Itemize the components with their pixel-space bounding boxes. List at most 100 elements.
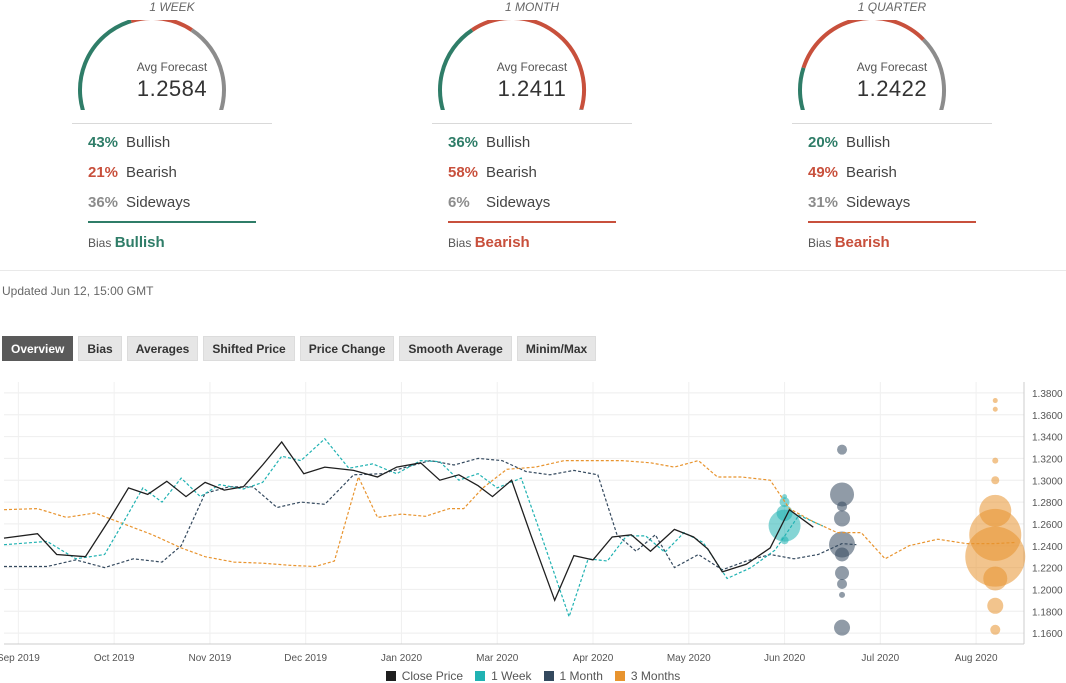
gauge-sideways-arc <box>579 108 584 110</box>
bearish-label: Bearish <box>126 164 177 181</box>
tab-averages[interactable]: Averages <box>126 336 199 361</box>
y-tick-label: 1.2400 <box>1032 542 1063 553</box>
bullish-pct: 43% <box>88 134 119 151</box>
forecast-bubble-1-month[interactable] <box>839 591 846 598</box>
series-line-1-month[interactable] <box>4 457 857 571</box>
legend-swatch <box>385 671 396 681</box>
tab-minim-max[interactable]: Minim/Max <box>516 336 597 361</box>
series-line-close-price[interactable] <box>3 440 814 603</box>
forecast-bubble-3-months[interactable] <box>992 398 998 404</box>
bias-row: Bias Bullish <box>88 234 165 251</box>
forecast-bubble-1-month[interactable] <box>830 482 855 507</box>
forecast-bubble-1-month[interactable] <box>835 547 850 562</box>
sentiment-gauge <box>438 20 586 110</box>
tab-overview[interactable]: Overview <box>2 336 74 361</box>
y-tick-label: 1.3000 <box>1032 476 1063 487</box>
forecast-bubble-1-month[interactable] <box>837 444 848 455</box>
bias-value: Bullish <box>114 234 165 251</box>
bullish-stat: 43% Bullish <box>88 134 170 151</box>
x-tick-label: Mar 2020 <box>476 653 519 664</box>
bullish-stat: 20% Bullish <box>808 134 890 151</box>
forecast-bubble-1-month[interactable] <box>834 619 851 636</box>
legend-label: 3 Months <box>630 669 681 683</box>
forecast-bubble-3-months[interactable] <box>990 624 1001 635</box>
bias-label: Bias <box>448 236 472 250</box>
bullish-stat: 36% Bullish <box>448 134 530 151</box>
forecast-bubble-3-months[interactable] <box>992 406 998 412</box>
gauge-bearish-arc <box>471 20 586 110</box>
gauge-bearish-arc <box>801 20 925 69</box>
x-tick-label: Oct 2019 <box>94 653 135 664</box>
panel-title: 1 WEEK <box>149 0 195 14</box>
bullish-label: Bullish <box>486 134 531 151</box>
forecast-bubble-1-month[interactable] <box>835 566 850 581</box>
bearish-pct: 49% <box>808 164 839 181</box>
bullish-label: Bullish <box>126 134 171 151</box>
tab-smooth-average[interactable]: Smooth Average <box>399 336 512 361</box>
legend-1-week[interactable]: 1 Week <box>475 669 532 683</box>
bias-label: Bias <box>88 236 112 250</box>
y-tick-label: 1.2800 <box>1032 498 1063 509</box>
forecast-bubble-1-month[interactable] <box>837 578 848 589</box>
forecast-bubble-1-week[interactable] <box>768 509 801 542</box>
sentiment-gauge <box>798 20 946 110</box>
divider <box>792 123 992 124</box>
y-tick-label: 1.3600 <box>1032 411 1063 422</box>
series-line-1-week[interactable] <box>3 437 824 619</box>
forecast-bubble-1-week[interactable] <box>776 505 793 521</box>
tab-price-change[interactable]: Price Change <box>299 336 395 361</box>
x-tick-label: Jul 2020 <box>861 653 899 664</box>
x-tick-label: Nov 2019 <box>189 653 232 664</box>
x-tick-label: Apr 2020 <box>573 653 614 664</box>
tab-shifted-price[interactable]: Shifted Price <box>203 336 295 361</box>
bearish-label: Bearish <box>846 164 897 181</box>
forecast-chart: 1.1600 1.1800 1.2000 1.2200 1.2400 1.2600 1.28… <box>0 382 1063 664</box>
bearish-stat: 49% Bearish <box>808 164 897 181</box>
y-tick-label: 1.1800 <box>1032 607 1063 618</box>
gauge-bearish-arc <box>130 20 193 32</box>
legend-3-months[interactable]: 3 Months <box>614 669 681 683</box>
sideways-label: Sideways <box>486 194 551 211</box>
series-line-3-months[interactable] <box>3 459 1015 568</box>
gauge-bullish-arc <box>438 28 474 110</box>
sideways-stat: 31% Sideways <box>808 194 910 211</box>
x-tick-label: Aug 2020 <box>955 653 998 664</box>
bearish-stat: 58% Bearish <box>448 164 537 181</box>
legend-close-price[interactable]: Close Price <box>385 669 464 683</box>
bias-row: Bias Bearish <box>448 234 530 251</box>
x-tick-label: May 2020 <box>667 653 711 664</box>
forecast-bubble-1-week[interactable] <box>782 494 788 500</box>
gauge-bullish-arc <box>78 20 132 110</box>
forecast-bubble-3-months[interactable] <box>983 566 1008 591</box>
forecast-bubble-3-months[interactable] <box>992 457 999 464</box>
updated-timestamp: Updated Jun 12, 15:00 GMT <box>2 284 154 298</box>
gauge-sideways-arc <box>922 38 946 110</box>
tab-bias[interactable]: Bias <box>78 336 122 361</box>
forecast-bubble-3-months[interactable] <box>987 597 1004 614</box>
sideways-label: Sideways <box>846 194 911 211</box>
legend-label: 1 Week <box>491 669 532 683</box>
x-tick-label: Jun 2020 <box>764 653 806 664</box>
bearish-label: Bearish <box>486 164 537 181</box>
bearish-pct: 58% <box>448 164 479 181</box>
legend-label: Close Price <box>401 669 464 683</box>
bullish-label: Bullish <box>846 134 891 151</box>
bias-value: Bearish <box>834 234 890 251</box>
avg-forecast-label: Avg Forecast <box>496 60 568 74</box>
panel-title: 1 MONTH <box>505 0 559 14</box>
forecast-bubble-1-month[interactable] <box>834 510 851 527</box>
forecast-bubble-1-month[interactable] <box>837 501 848 512</box>
forecast-bubble-1-month[interactable] <box>829 531 856 558</box>
y-tick-label: 1.2200 <box>1032 564 1063 575</box>
forecast-bubble-1-week[interactable] <box>780 536 789 545</box>
avg-forecast-label: Avg Forecast <box>136 60 208 74</box>
sideways-stat: 6% Sideways <box>448 194 550 211</box>
legend-1-month[interactable]: 1 Month <box>543 669 603 683</box>
forecast-bubble-3-months[interactable] <box>979 494 1012 527</box>
bias-underline <box>808 221 976 223</box>
avg-forecast-value: 1.2411 <box>497 76 567 101</box>
forecast-bubble-3-months[interactable] <box>991 476 1000 485</box>
forecast-bubble-3-months[interactable] <box>969 508 1022 561</box>
avg-forecast-label: Avg Forecast <box>856 60 928 74</box>
y-tick-label: 1.3800 <box>1032 389 1063 400</box>
